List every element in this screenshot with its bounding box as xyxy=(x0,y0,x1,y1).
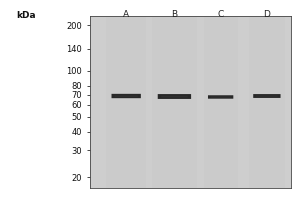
Bar xyxy=(249,16,285,188)
Text: D: D xyxy=(263,10,270,19)
FancyBboxPatch shape xyxy=(211,96,231,98)
FancyBboxPatch shape xyxy=(158,94,191,99)
FancyBboxPatch shape xyxy=(161,96,188,97)
FancyBboxPatch shape xyxy=(256,95,278,97)
Text: A: A xyxy=(123,10,129,19)
FancyBboxPatch shape xyxy=(112,94,141,98)
Bar xyxy=(152,16,197,188)
Text: B: B xyxy=(171,10,178,19)
Text: kDa: kDa xyxy=(16,11,36,20)
Bar xyxy=(106,16,146,188)
FancyBboxPatch shape xyxy=(208,95,233,99)
FancyBboxPatch shape xyxy=(115,95,138,97)
FancyBboxPatch shape xyxy=(253,94,280,98)
Text: C: C xyxy=(218,10,224,19)
Bar xyxy=(204,16,238,188)
